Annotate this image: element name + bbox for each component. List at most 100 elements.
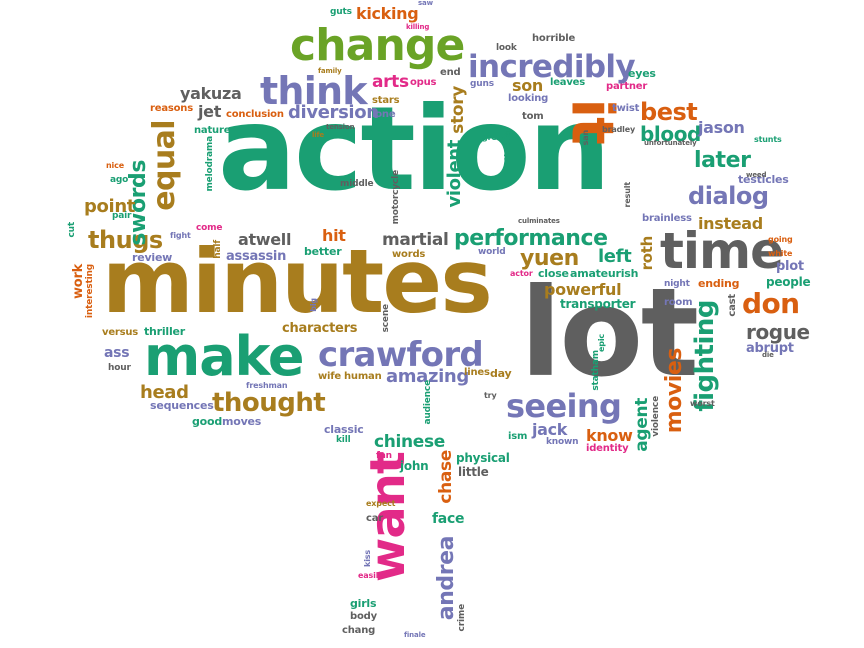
word-assassin: assassin [226,249,287,264]
word-action: action [218,82,611,217]
word-fighting: fighting [690,300,720,412]
word-violent: violent [444,140,465,208]
word-movies: movies [662,348,687,434]
word-nature: nature [194,125,231,136]
word-work: work [71,264,86,299]
word-car: car [366,513,384,524]
word-life: life [312,131,325,139]
word-transporter: transporter [560,297,636,311]
word-white: white [768,249,793,258]
word-interesting: interesting [85,264,95,319]
word-guts: guts [330,7,352,17]
word-actor: actor [510,269,533,278]
word-performance: performance [454,226,608,251]
word-blood: blood [640,122,701,146]
word-thought: thought [212,388,326,418]
word-sequences: sequences [150,399,214,412]
word-story: story [448,86,468,134]
word-epic: epic [597,334,606,352]
word-great: great [482,133,506,142]
word-pair: pair [112,211,132,221]
word-plot: plot [776,259,804,274]
word-martial: martial [382,230,449,250]
word-chase: chase [436,450,456,504]
word-incredibly: incredibly [468,49,636,85]
word-big: big [309,298,318,312]
word-brainless: brainless [642,213,692,224]
word-statham: statham [591,350,601,391]
word-review: review [132,251,173,264]
word-little: little [458,465,489,479]
word-expect: expect [366,499,396,508]
word-known: known [546,437,579,447]
word-son: son [512,76,543,95]
word-fight: fight [170,231,191,240]
word-result: result [623,182,632,208]
word-easily: easily [358,571,384,580]
word-face: face [432,511,465,527]
word-conclusion: conclusion [226,109,284,120]
word-hit: hit [322,226,346,245]
word-identity: identity [586,443,629,454]
word-leaves: leaves [550,77,586,88]
word-ago: ago [110,175,129,185]
word-best: best [640,98,698,126]
word-jet: jet [198,102,222,121]
word-lone: lone [372,109,396,120]
word-amateurish: amateurish [570,267,639,280]
word-point: point [84,196,136,217]
word-ass: ass [104,345,130,361]
word-testicles: testicles [738,173,789,186]
word-ism: ism [508,431,528,442]
word-cut: cut [67,222,77,238]
word-yakuza: yakuza [180,84,242,103]
word-think: think [260,69,368,113]
word-day: day [490,367,512,380]
word-powerful: powerful [544,280,622,299]
word-fan: fan [376,451,392,461]
word-wife: wife [318,371,341,382]
word-end: end [440,67,461,78]
word-eyes: eyes [628,67,656,80]
word-family: family [318,67,342,75]
word-violence: violence [651,396,661,437]
word-left: left [598,246,632,267]
word-reasons: reasons [150,103,193,114]
word-worst: worst [690,399,715,408]
word-motorcycle: motorcycle [391,170,401,225]
word-characters: characters [282,321,358,336]
word-amazing: amazing [386,366,469,387]
word-change: change [290,20,465,71]
word-people: people [766,275,811,289]
word-minutes: minutes [102,230,493,333]
word-try: try [484,391,497,400]
word-san: san [581,130,590,146]
word-moves: moves [222,415,262,428]
word-horrible: horrible [532,33,576,44]
word-chinese: chinese [374,432,445,452]
word-half: half [213,240,223,259]
word-better: better [304,245,342,258]
word-guns: guns [470,79,494,89]
word-atwell: atwell [238,230,292,249]
word-crawford: crawford [318,335,484,375]
word-kicking: kicking [356,4,419,23]
word-versus: versus [102,327,139,338]
word-bradley: bradley [602,125,636,134]
word-andrea: andrea [434,536,459,621]
word-freshman: freshman [246,381,288,390]
word-body: body [350,611,377,622]
word-physical: physical [456,451,510,465]
word-lines: lines [464,367,490,378]
word-stars: stars [372,95,400,106]
word-kill: kill [336,435,351,445]
word-tension: tension [326,123,355,131]
word-agent: agent [632,398,652,452]
word-arts: arts [372,72,409,92]
word-yuen: yuen [520,246,579,271]
word-finale: finale [404,631,426,639]
word-partner: partner [606,81,648,92]
word-john: john [400,459,429,473]
word-cast: cast [727,294,738,317]
